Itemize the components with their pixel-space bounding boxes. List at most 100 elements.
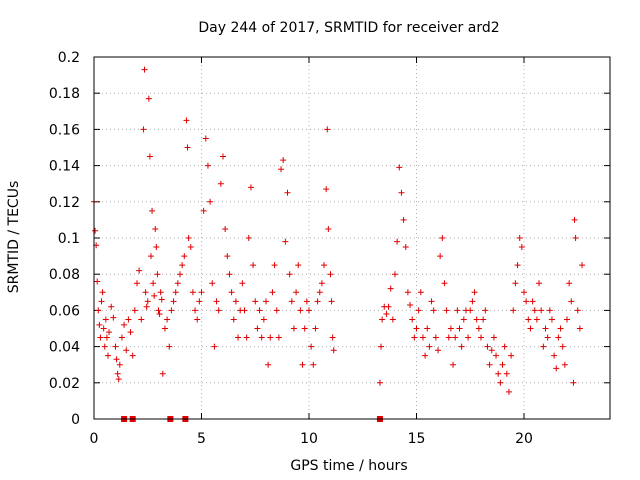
data-point (392, 271, 398, 278)
data-point (308, 343, 315, 350)
data-point (159, 370, 166, 377)
data-point (96, 321, 103, 328)
data-point (252, 298, 259, 305)
data-point (441, 280, 448, 287)
data-point (521, 289, 527, 296)
data-point (518, 244, 525, 251)
data-point (100, 325, 107, 332)
data-point (297, 307, 304, 314)
data-points (91, 66, 586, 422)
data-point (99, 289, 106, 296)
data-point (544, 334, 551, 341)
data-point (531, 307, 538, 314)
data-point (115, 376, 122, 383)
data-point (103, 334, 110, 341)
data-point (113, 356, 120, 363)
data-point (538, 307, 545, 314)
data-point (241, 307, 248, 314)
data-point (112, 343, 119, 350)
data-point (172, 289, 179, 296)
data-point (437, 253, 444, 260)
data-point (516, 235, 523, 241)
data-point (439, 235, 446, 241)
data-point (143, 303, 150, 310)
x-tick-label: 10 (300, 431, 318, 447)
data-point (400, 216, 407, 223)
data-point (385, 303, 392, 310)
data-point (310, 361, 317, 368)
data-point (151, 292, 158, 299)
data-point (417, 289, 424, 296)
data-point (230, 316, 237, 323)
data-point (125, 316, 132, 323)
data-point (514, 262, 521, 269)
data-point (525, 316, 532, 323)
data-point (503, 370, 510, 377)
data-point (379, 316, 386, 323)
data-point (447, 325, 454, 332)
x-tick-label: 20 (515, 431, 533, 447)
data-point (204, 162, 211, 169)
data-point (156, 311, 163, 318)
data-point (387, 285, 394, 292)
data-point (323, 186, 330, 193)
data-point (220, 153, 226, 160)
data-point (330, 347, 337, 354)
axis-ticks: 0 0.02 0.04 0.06 0.08 0.1 0.12 0.14 0.16 0.18 0.2 0… (49, 50, 610, 447)
data-point (273, 307, 280, 314)
data-point (97, 334, 104, 341)
y-tick-label: 0.1 (58, 231, 80, 247)
data-point (435, 347, 441, 354)
data-point (510, 307, 517, 314)
data-point (561, 361, 568, 368)
data-point (419, 334, 426, 341)
data-point (194, 316, 201, 323)
data-point (325, 225, 332, 232)
data-point (469, 298, 476, 305)
data-point (579, 262, 586, 269)
data-point (123, 347, 130, 354)
data-point (318, 280, 325, 287)
data-point (269, 289, 276, 296)
data-point (228, 289, 235, 296)
data-point (402, 244, 409, 251)
data-point (389, 316, 396, 323)
data-point (495, 370, 502, 377)
data-point (129, 352, 136, 359)
data-point (146, 153, 153, 160)
data-point (576, 325, 583, 332)
data-point (383, 311, 390, 318)
data-point (284, 189, 291, 196)
data-point (138, 316, 145, 323)
data-point (314, 298, 321, 305)
data-point (564, 316, 570, 323)
data-point (460, 316, 467, 323)
data-point (482, 307, 489, 314)
data-point (152, 225, 159, 232)
data-point (327, 271, 334, 278)
data-point (92, 227, 99, 234)
data-point (127, 329, 134, 336)
data-point (198, 289, 205, 296)
data-point (301, 325, 308, 332)
data-point (454, 307, 461, 314)
data-point (157, 289, 164, 296)
y-tick-label: 0.02 (49, 376, 80, 392)
data-point (282, 238, 289, 245)
data-point (196, 298, 203, 305)
data-point (280, 157, 287, 164)
data-point (250, 262, 257, 269)
data-point (493, 352, 500, 359)
data-point (546, 307, 553, 314)
x-tick-label: 15 (408, 431, 426, 447)
data-point (217, 180, 224, 187)
y-tick-label: 0.14 (49, 159, 80, 175)
data-point (235, 334, 242, 341)
data-point (571, 216, 578, 223)
data-point (168, 307, 175, 314)
data-point (553, 365, 560, 372)
y-tick-label: 0.04 (49, 340, 80, 356)
data-point (499, 361, 506, 368)
data-point (529, 298, 536, 305)
